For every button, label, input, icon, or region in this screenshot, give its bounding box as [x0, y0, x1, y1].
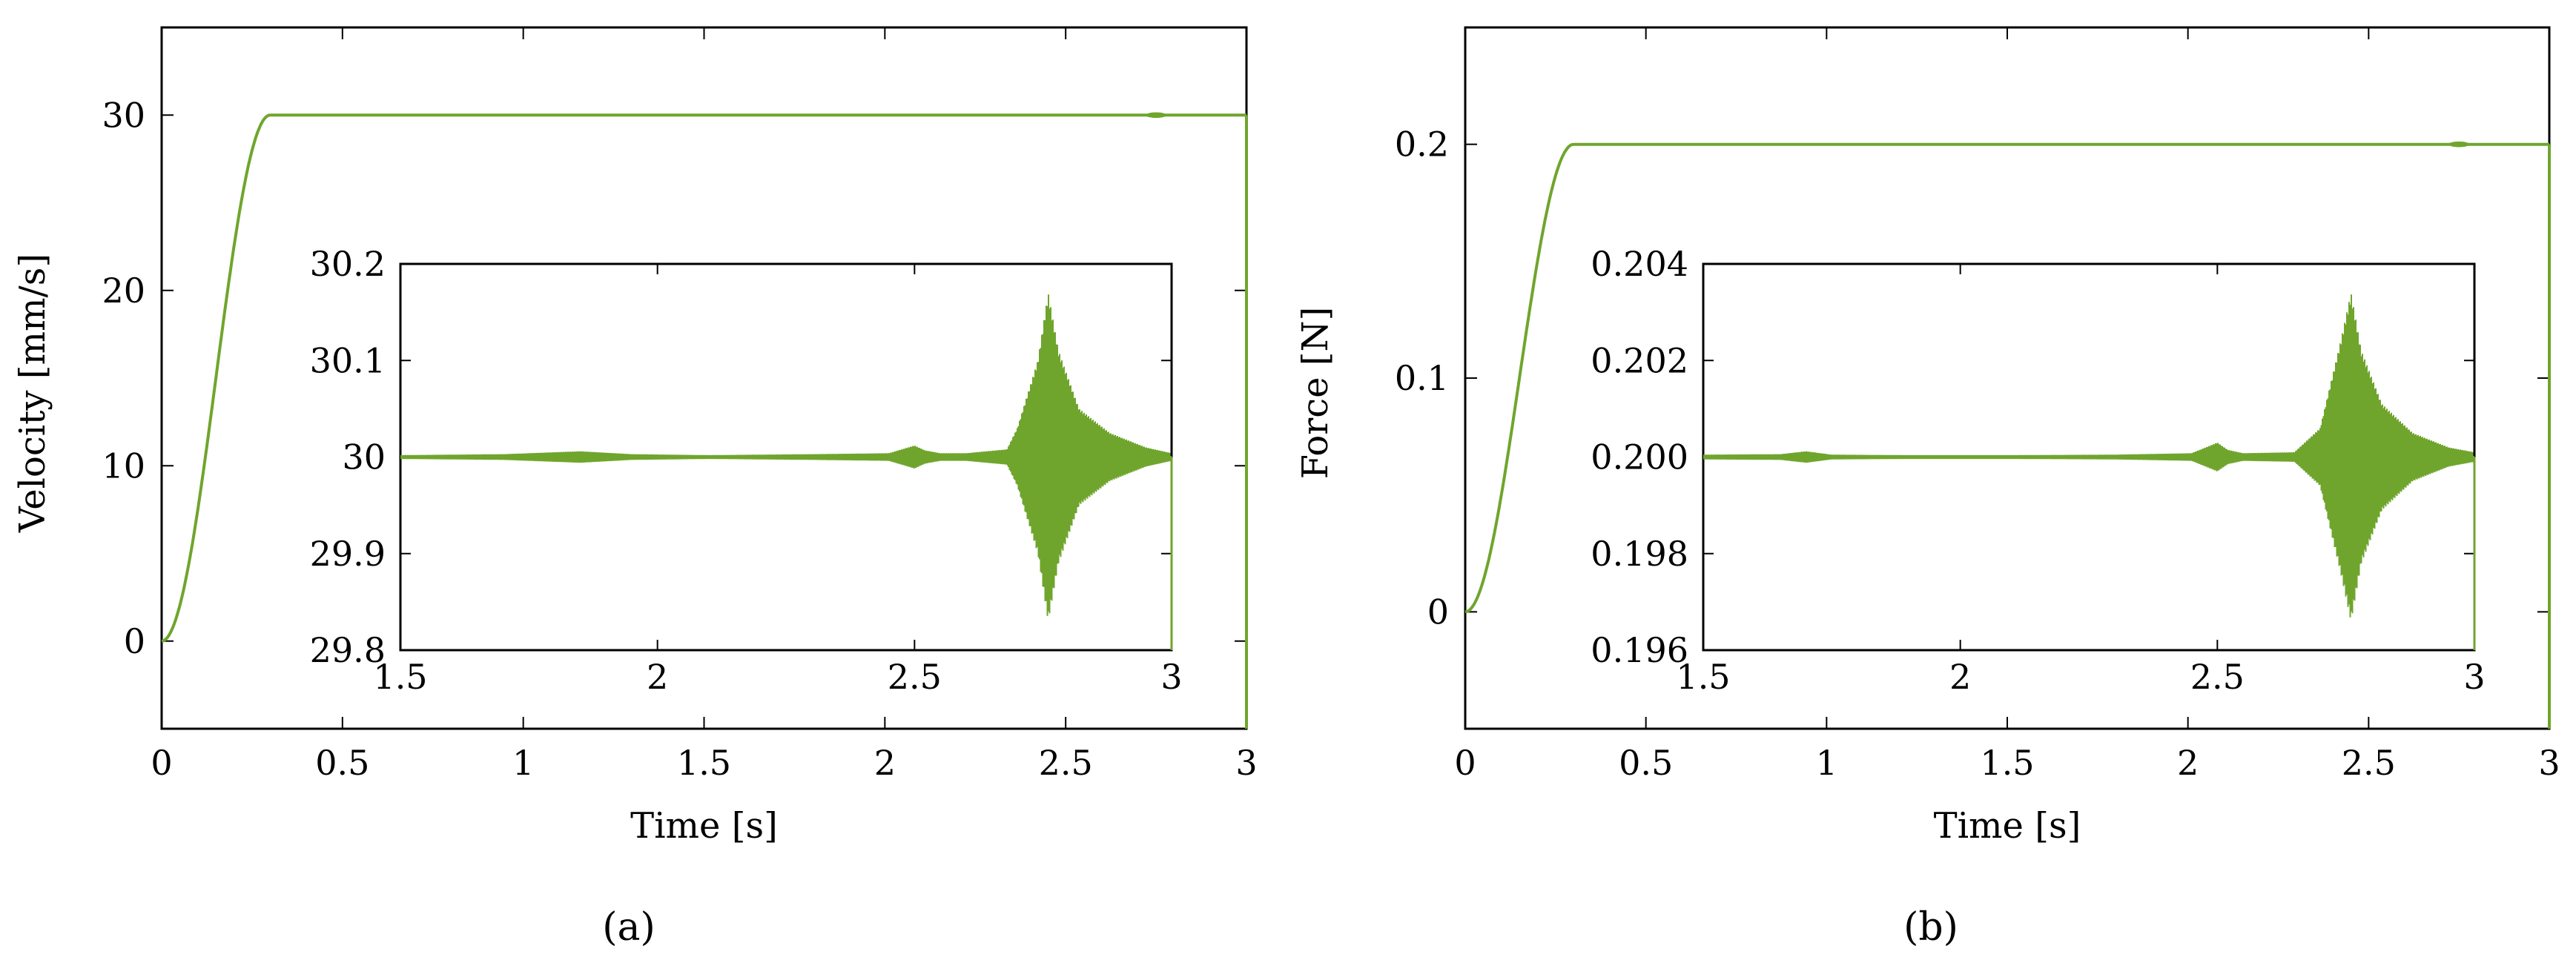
inset-ytick-label: 0.198: [1591, 534, 1688, 574]
main-xtick-label: 1: [512, 743, 534, 783]
main-xtick-label: 1.5: [1980, 743, 2034, 783]
main-xtick-label: 3: [1235, 743, 1257, 783]
main-xtick-label: 2.5: [2342, 743, 2396, 783]
panel-caption: (a): [602, 905, 655, 950]
inset-xtick-label: 2.5: [2190, 657, 2245, 697]
main-xtick-label: 0: [151, 743, 172, 783]
inset-xtick-label: 2: [647, 657, 668, 697]
inset-xtick-label: 1.5: [1676, 657, 1730, 697]
inset-xtick-label: 2: [1949, 657, 1971, 697]
inset-ytick-label: 30: [342, 437, 386, 477]
main-xtick-label: 2: [874, 743, 896, 783]
inset-xtick-label: 3: [1160, 657, 1182, 697]
inset-ytick-label: 30.2: [310, 244, 386, 284]
main-ytick-label: 10: [102, 446, 145, 486]
main-ytick-label: 20: [102, 271, 145, 311]
main-ytick-label: 0.2: [1395, 125, 1449, 165]
inset-xtick-label: 3: [2463, 657, 2485, 697]
inset-ytick-label: 29.8: [310, 630, 386, 670]
inset-ytick-label: 0.200: [1591, 437, 1688, 477]
main-xtick-label: 0.5: [1619, 743, 1673, 783]
main-ytick-label: 0: [1427, 592, 1449, 632]
inset-ytick-label: 0.204: [1591, 244, 1688, 284]
inset-ytick-label: 0.202: [1591, 340, 1688, 380]
panel-b: 0 0.5 1 1.5 2 2.5 3 0 0.1 0.2 Time [s] Force [N] (b)…: [1295, 26, 2560, 950]
panel-caption: (b): [1903, 905, 1958, 950]
inset-ytick-label: 30.1: [310, 340, 386, 380]
main-ytick-label: 30: [102, 95, 145, 135]
main-ytick-label: 0: [124, 621, 145, 661]
main-xlabel: Time [s]: [1934, 805, 2081, 847]
inset-xtick-label: 1.5: [373, 657, 427, 697]
inset-xtick-label: 2.5: [888, 657, 942, 697]
main-ylabel: Force [N]: [1295, 307, 1336, 480]
main-series-disturbance: [2448, 141, 2470, 148]
main-xtick-label: 2.5: [1039, 743, 1093, 783]
main-ylabel: Velocity [mm/s]: [12, 254, 53, 533]
main-series-line: [1464, 142, 2549, 614]
inset-ytick-label: 0.196: [1591, 630, 1688, 670]
inset-ytick-label: 29.9: [310, 534, 386, 574]
main-xtick-label: 0: [1454, 743, 1476, 783]
main-ytick-label: 0.1: [1395, 358, 1449, 398]
main-xtick-label: 2: [2177, 743, 2199, 783]
main-xtick-label: 1.5: [677, 743, 731, 783]
main-xtick-label: 3: [2538, 743, 2560, 783]
main-xtick-label: 1: [1816, 743, 1837, 783]
main-series-line: [161, 113, 1246, 643]
main-series-disturbance: [1146, 112, 1167, 119]
main-xtick-label: 0.5: [315, 743, 369, 783]
main-xlabel: Time [s]: [630, 805, 778, 847]
